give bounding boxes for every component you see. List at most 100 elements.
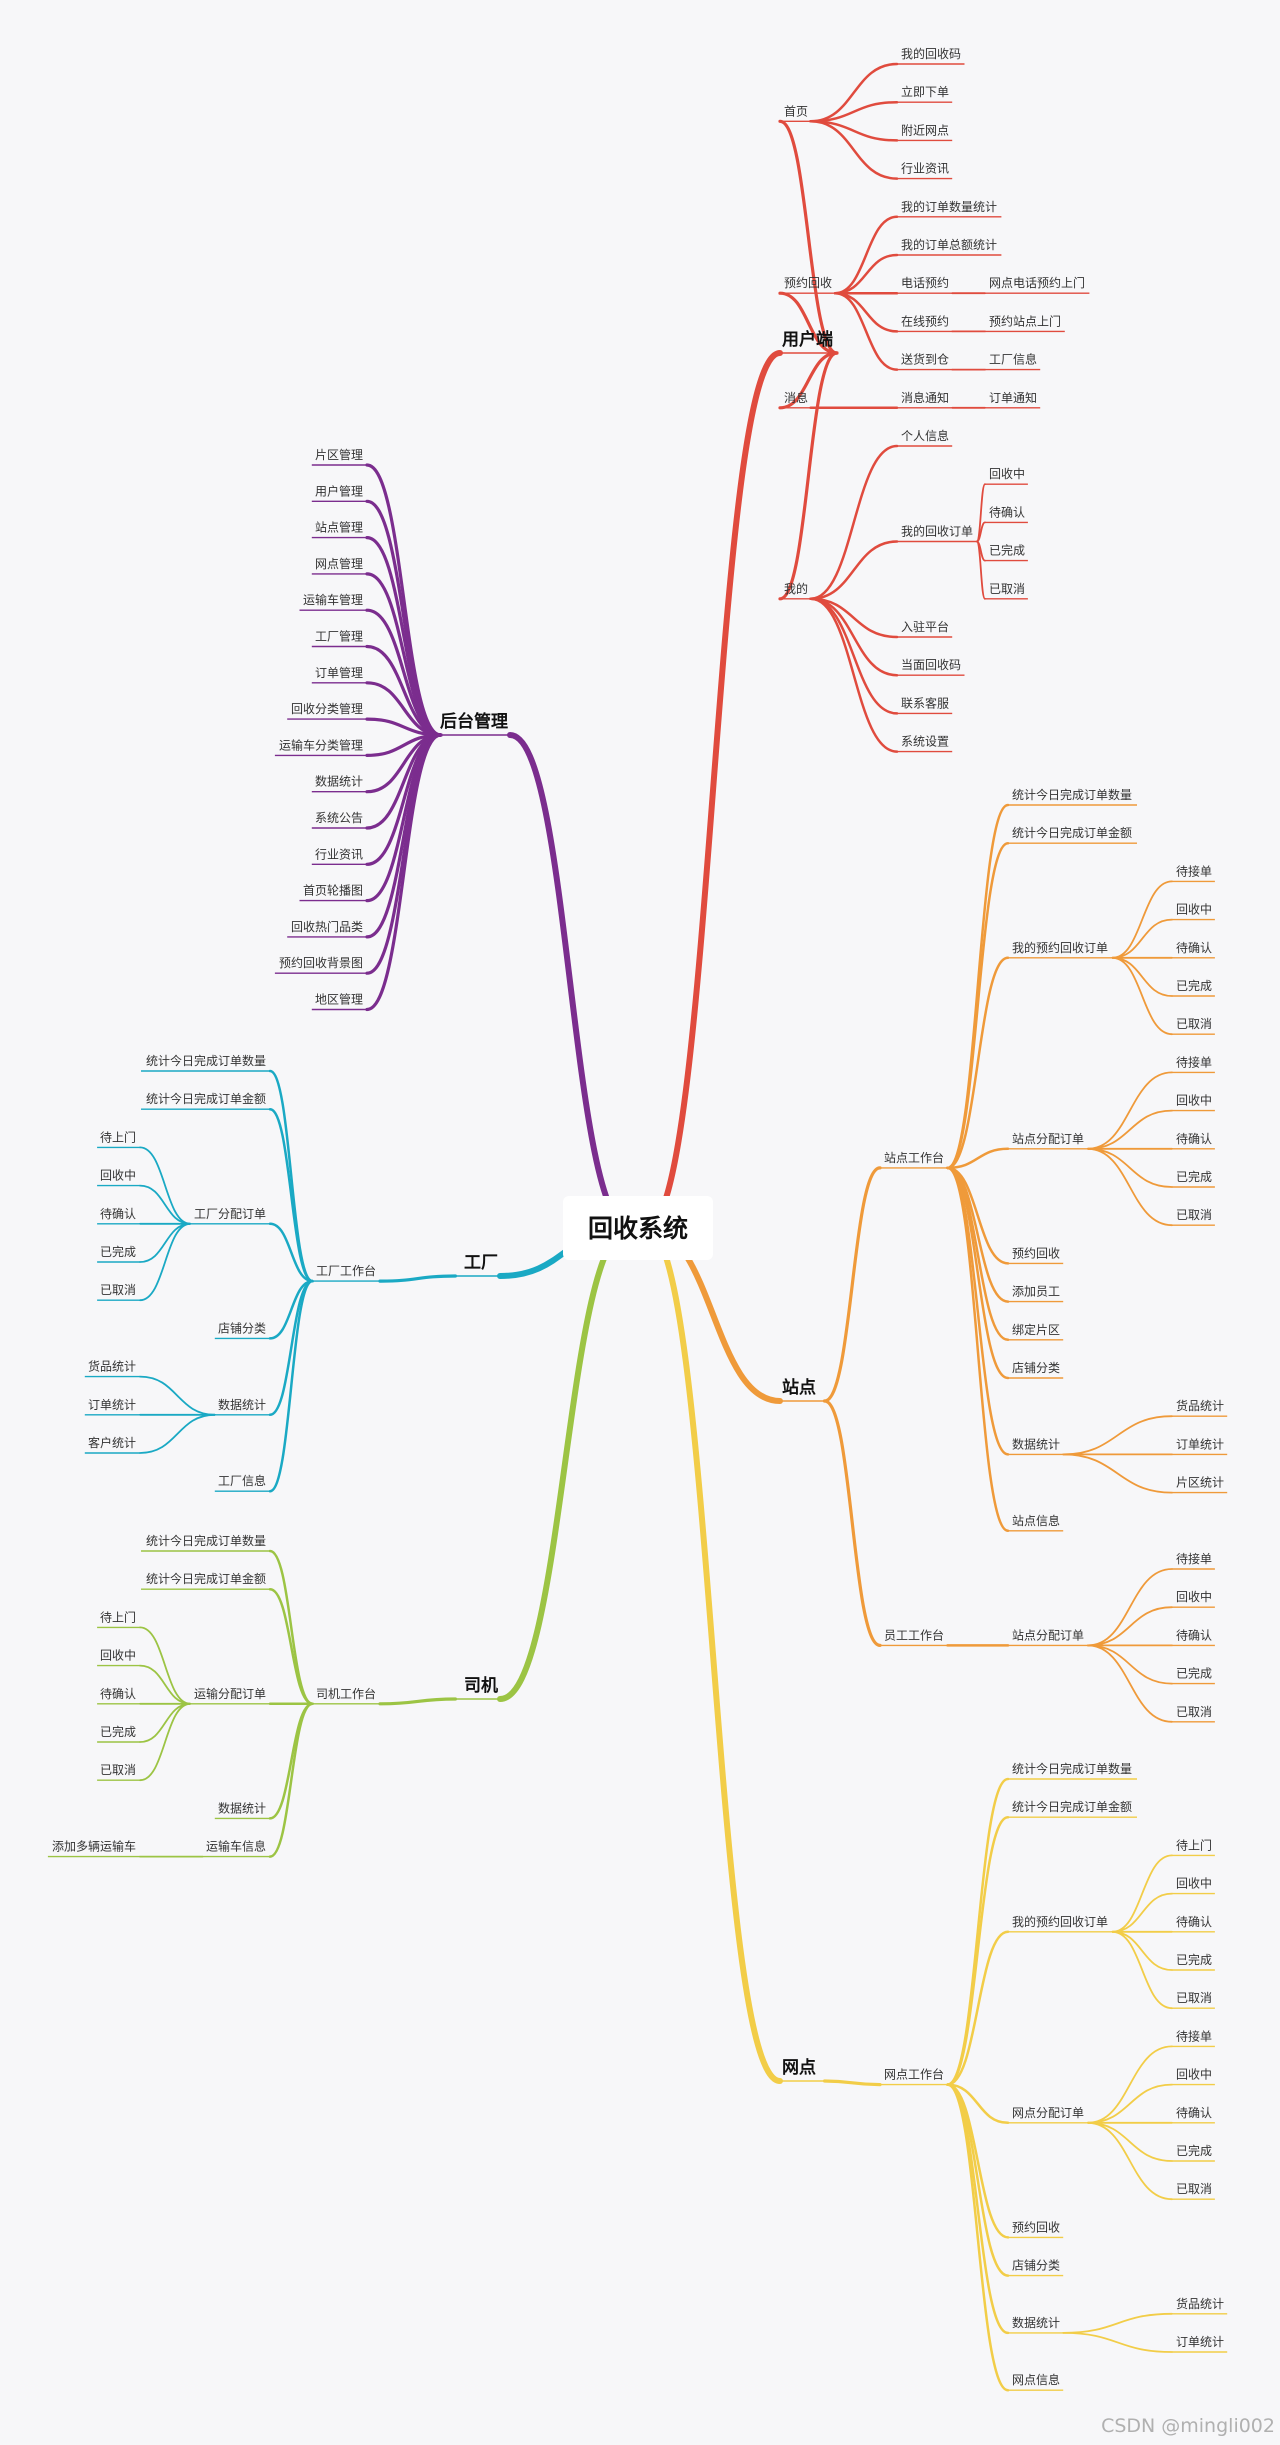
mindmap-node[interactable]: 我的回收订单 bbox=[901, 524, 973, 539]
mindmap-node[interactable]: 站点分配订单 bbox=[1012, 1132, 1084, 1146]
mindmap-node[interactable]: 回收分类管理 bbox=[291, 701, 363, 716]
mindmap-node[interactable]: 订单统计 bbox=[1176, 2335, 1224, 2349]
mindmap-node[interactable]: 网点信息 bbox=[1012, 2372, 1060, 2387]
mindmap-node[interactable]: 数据统计 bbox=[218, 1397, 266, 1412]
mindmap-node[interactable]: 已完成 bbox=[100, 1244, 136, 1259]
mindmap-node[interactable]: 首页 bbox=[784, 104, 808, 118]
mindmap-node[interactable]: 待确认 bbox=[1176, 1132, 1212, 1146]
mindmap-node[interactable]: 预约回收背景图 bbox=[279, 955, 363, 970]
mindmap-node[interactable]: 待确认 bbox=[100, 1207, 136, 1221]
mindmap-node[interactable]: 待上门 bbox=[100, 1609, 136, 1624]
mindmap-node[interactable]: 工厂管理 bbox=[315, 629, 363, 644]
mindmap-node[interactable]: 预约回收 bbox=[1012, 1245, 1060, 1260]
mindmap-node[interactable]: 联系客服 bbox=[901, 695, 949, 710]
mindmap-node[interactable]: 运输车信息 bbox=[206, 1839, 266, 1854]
mindmap-node[interactable]: 待确认 bbox=[1176, 941, 1212, 955]
mindmap-node[interactable]: 添加多辆运输车 bbox=[52, 1839, 136, 1854]
mindmap-node[interactable]: 已取消 bbox=[1176, 1017, 1212, 1031]
mindmap-node[interactable]: 我的预约回收订单 bbox=[1012, 1914, 1108, 1929]
mindmap-node[interactable]: 已完成 bbox=[1176, 1666, 1212, 1681]
mindmap-node[interactable]: 统计今日完成订单金额 bbox=[146, 1091, 266, 1106]
mindmap-node[interactable]: 回收中 bbox=[1176, 1876, 1212, 1891]
mindmap-node[interactable]: 数据统计 bbox=[315, 774, 363, 789]
mindmap-node[interactable]: 运输分配订单 bbox=[194, 1686, 266, 1701]
mindmap-node[interactable]: 数据统计 bbox=[1012, 1436, 1060, 1451]
mindmap-node[interactable]: 工厂信息 bbox=[218, 1473, 266, 1488]
mindmap-node[interactable]: 待确认 bbox=[989, 505, 1025, 519]
mindmap-node[interactable]: 站点分配订单 bbox=[1012, 1628, 1084, 1642]
mindmap-node[interactable]: 回收中 bbox=[1176, 2067, 1212, 2082]
mindmap-node[interactable]: 站点信息 bbox=[1012, 1513, 1060, 1528]
mindmap-node[interactable]: 统计今日完成订单数量 bbox=[146, 1053, 266, 1068]
mindmap-node[interactable]: 货品统计 bbox=[1176, 1398, 1224, 1413]
mindmap-node[interactable]: 已取消 bbox=[100, 1283, 136, 1297]
mindmap-node[interactable]: 绑定片区 bbox=[1012, 1322, 1060, 1337]
mindmap-node[interactable]: 货品统计 bbox=[88, 1359, 136, 1374]
mindmap-node[interactable]: 消息 bbox=[784, 390, 808, 405]
mindmap-node[interactable]: 待接单 bbox=[1176, 2028, 1212, 2043]
mindmap-node[interactable]: 待确认 bbox=[1176, 2106, 1212, 2120]
mindmap-node[interactable]: 网点工作台 bbox=[884, 2067, 944, 2082]
branch-node-driver[interactable]: 司机 bbox=[464, 1675, 498, 1696]
mindmap-node[interactable]: 立即下单 bbox=[901, 84, 949, 99]
mindmap-node[interactable]: 已取消 bbox=[100, 1763, 136, 1777]
mindmap-node[interactable]: 回收中 bbox=[1176, 1589, 1212, 1604]
mindmap-node[interactable]: 已完成 bbox=[1176, 2143, 1212, 2158]
mindmap-node[interactable]: 站点工作台 bbox=[884, 1150, 944, 1165]
mindmap-node[interactable]: 工厂分配订单 bbox=[194, 1207, 266, 1221]
mindmap-node[interactable]: 地区管理 bbox=[315, 992, 363, 1007]
mindmap-node[interactable]: 回收中 bbox=[100, 1168, 136, 1183]
mindmap-node[interactable]: 预约站点上门 bbox=[989, 313, 1061, 328]
mindmap-node[interactable]: 个人信息 bbox=[901, 428, 949, 443]
mindmap-node[interactable]: 已取消 bbox=[1176, 1991, 1212, 2005]
mindmap-node[interactable]: 订单统计 bbox=[1176, 1437, 1224, 1451]
mindmap-node[interactable]: 首页轮播图 bbox=[303, 884, 363, 898]
mindmap-node[interactable]: 片区统计 bbox=[1176, 1476, 1224, 1490]
mindmap-node[interactable]: 待接单 bbox=[1176, 1054, 1212, 1069]
mindmap-node[interactable]: 预约回收 bbox=[784, 275, 832, 290]
mindmap-node[interactable]: 货品统计 bbox=[1176, 2296, 1224, 2311]
mindmap-node[interactable]: 系统设置 bbox=[901, 735, 949, 749]
mindmap-node[interactable]: 行业资讯 bbox=[315, 847, 363, 861]
mindmap-node[interactable]: 客户统计 bbox=[88, 1435, 136, 1450]
branch-node-station[interactable]: 站点 bbox=[782, 1377, 816, 1398]
mindmap-node[interactable]: 统计今日完成订单金额 bbox=[1012, 825, 1132, 840]
mindmap-node[interactable]: 数据统计 bbox=[218, 1800, 266, 1815]
mindmap-node[interactable]: 待确认 bbox=[100, 1687, 136, 1701]
mindmap-node[interactable]: 已完成 bbox=[1176, 978, 1212, 993]
mindmap-node[interactable]: 工厂工作台 bbox=[316, 1263, 376, 1278]
branch-node-factory[interactable]: 工厂 bbox=[464, 1253, 498, 1273]
mindmap-node[interactable]: 我的回收码 bbox=[901, 46, 961, 61]
mindmap-node[interactable]: 统计今日完成订单数量 bbox=[146, 1533, 266, 1548]
mindmap-node[interactable]: 工厂信息 bbox=[989, 352, 1037, 367]
mindmap-node[interactable]: 回收热门品类 bbox=[291, 919, 363, 934]
mindmap-node[interactable]: 我的订单总额统计 bbox=[901, 237, 997, 252]
mindmap-node[interactable]: 网点分配订单 bbox=[1012, 2106, 1084, 2120]
mindmap-node[interactable]: 已完成 bbox=[1176, 1169, 1212, 1184]
mindmap-node[interactable]: 店铺分类 bbox=[218, 1321, 266, 1335]
mindmap-node[interactable]: 添加员工 bbox=[1012, 1285, 1060, 1299]
mindmap-node[interactable]: 订单通知 bbox=[989, 391, 1037, 405]
mindmap-node[interactable]: 在线预约 bbox=[901, 313, 949, 328]
mindmap-node[interactable]: 片区管理 bbox=[315, 447, 363, 462]
branch-node-outlet[interactable]: 网点 bbox=[782, 2057, 816, 2078]
mindmap-node[interactable]: 待上门 bbox=[100, 1129, 136, 1144]
mindmap-node[interactable]: 运输车管理 bbox=[303, 592, 363, 607]
mindmap-node[interactable]: 统计今日完成订单数量 bbox=[1012, 1761, 1132, 1776]
mindmap-node[interactable]: 附近网点 bbox=[901, 123, 949, 137]
mindmap-node[interactable]: 网点管理 bbox=[315, 556, 363, 571]
mindmap-node[interactable]: 运输车分类管理 bbox=[279, 737, 363, 752]
mindmap-node[interactable]: 回收中 bbox=[1176, 1093, 1212, 1108]
mindmap-node[interactable]: 我的预约回收订单 bbox=[1012, 940, 1108, 955]
mindmap-node[interactable]: 店铺分类 bbox=[1012, 2259, 1060, 2273]
mindmap-node[interactable]: 订单统计 bbox=[88, 1398, 136, 1412]
mindmap-node[interactable]: 待确认 bbox=[1176, 1915, 1212, 1929]
mindmap-node[interactable]: 已完成 bbox=[989, 543, 1025, 558]
mindmap-node[interactable]: 统计今日完成订单金额 bbox=[146, 1571, 266, 1586]
mindmap-node[interactable]: 网点电话预约上门 bbox=[989, 275, 1085, 290]
mindmap-node[interactable]: 统计今日完成订单金额 bbox=[1012, 1799, 1132, 1814]
mindmap-node[interactable]: 当面回收码 bbox=[901, 658, 961, 672]
mindmap-node[interactable]: 订单管理 bbox=[315, 665, 363, 680]
root-node[interactable]: 回收系统 bbox=[563, 1196, 713, 1260]
mindmap-node[interactable]: 已取消 bbox=[989, 582, 1025, 596]
